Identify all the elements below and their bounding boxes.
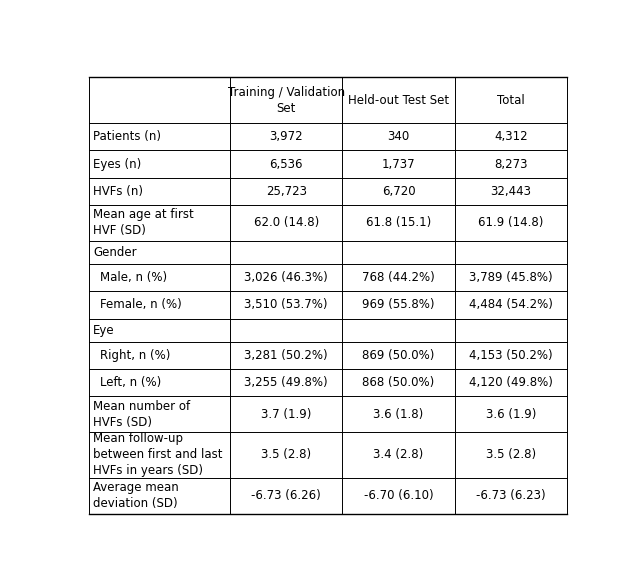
Text: Eyes (n): Eyes (n) <box>93 157 141 171</box>
Text: 4,484 (54.2%): 4,484 (54.2%) <box>469 298 553 311</box>
Text: Training / Validation
Set: Training / Validation Set <box>228 85 345 115</box>
Text: 61.9 (14.8): 61.9 (14.8) <box>478 216 543 229</box>
Text: Gender: Gender <box>93 246 136 259</box>
Text: 3.4 (2.8): 3.4 (2.8) <box>373 449 424 462</box>
Text: Right, n (%): Right, n (%) <box>100 349 170 362</box>
Text: 3.5 (2.8): 3.5 (2.8) <box>261 449 311 462</box>
Text: Eye: Eye <box>93 324 115 336</box>
Text: 1,737: 1,737 <box>381 157 415 171</box>
Text: HVFs (n): HVFs (n) <box>93 185 143 198</box>
Text: 4,312: 4,312 <box>494 130 528 143</box>
Text: Mean follow-up
between first and last
HVFs in years (SD): Mean follow-up between first and last HV… <box>93 432 222 477</box>
Text: Average mean
deviation (SD): Average mean deviation (SD) <box>93 481 179 510</box>
Text: 61.8 (15.1): 61.8 (15.1) <box>366 216 431 229</box>
Text: 25,723: 25,723 <box>266 185 307 198</box>
Text: Patients (n): Patients (n) <box>93 130 161 143</box>
Text: -6.73 (6.23): -6.73 (6.23) <box>476 489 546 503</box>
Text: Mean age at first
HVF (SD): Mean age at first HVF (SD) <box>93 208 194 238</box>
Text: 768 (44.2%): 768 (44.2%) <box>362 271 435 284</box>
Text: 3,255 (49.8%): 3,255 (49.8%) <box>244 376 328 389</box>
Text: Held-out Test Set: Held-out Test Set <box>348 94 449 106</box>
Text: Left, n (%): Left, n (%) <box>100 376 161 389</box>
Text: 3,789 (45.8%): 3,789 (45.8%) <box>469 271 553 284</box>
Text: -6.70 (6.10): -6.70 (6.10) <box>364 489 433 503</box>
Text: 3.7 (1.9): 3.7 (1.9) <box>261 408 311 421</box>
Text: 3,510 (53.7%): 3,510 (53.7%) <box>244 298 328 311</box>
Text: 3.6 (1.9): 3.6 (1.9) <box>486 408 536 421</box>
Text: 868 (50.0%): 868 (50.0%) <box>362 376 435 389</box>
Text: 3.5 (2.8): 3.5 (2.8) <box>486 449 536 462</box>
Text: Total: Total <box>497 94 525 106</box>
Text: Mean number of
HVFs (SD): Mean number of HVFs (SD) <box>93 400 190 429</box>
Text: 969 (55.8%): 969 (55.8%) <box>362 298 435 311</box>
Text: Male, n (%): Male, n (%) <box>100 271 167 284</box>
Text: 4,153 (50.2%): 4,153 (50.2%) <box>469 349 553 362</box>
Text: 32,443: 32,443 <box>490 185 531 198</box>
Text: 3,972: 3,972 <box>269 130 303 143</box>
Text: 340: 340 <box>387 130 410 143</box>
Text: 6,536: 6,536 <box>269 157 303 171</box>
Text: 3.6 (1.8): 3.6 (1.8) <box>373 408 424 421</box>
Text: Female, n (%): Female, n (%) <box>100 298 182 311</box>
Text: 869 (50.0%): 869 (50.0%) <box>362 349 435 362</box>
Text: 4,120 (49.8%): 4,120 (49.8%) <box>469 376 553 389</box>
Text: 3,281 (50.2%): 3,281 (50.2%) <box>244 349 328 362</box>
Text: 8,273: 8,273 <box>494 157 527 171</box>
Text: -6.73 (6.26): -6.73 (6.26) <box>252 489 321 503</box>
Text: 3,026 (46.3%): 3,026 (46.3%) <box>244 271 328 284</box>
Text: 6,720: 6,720 <box>381 185 415 198</box>
Text: 62.0 (14.8): 62.0 (14.8) <box>253 216 319 229</box>
